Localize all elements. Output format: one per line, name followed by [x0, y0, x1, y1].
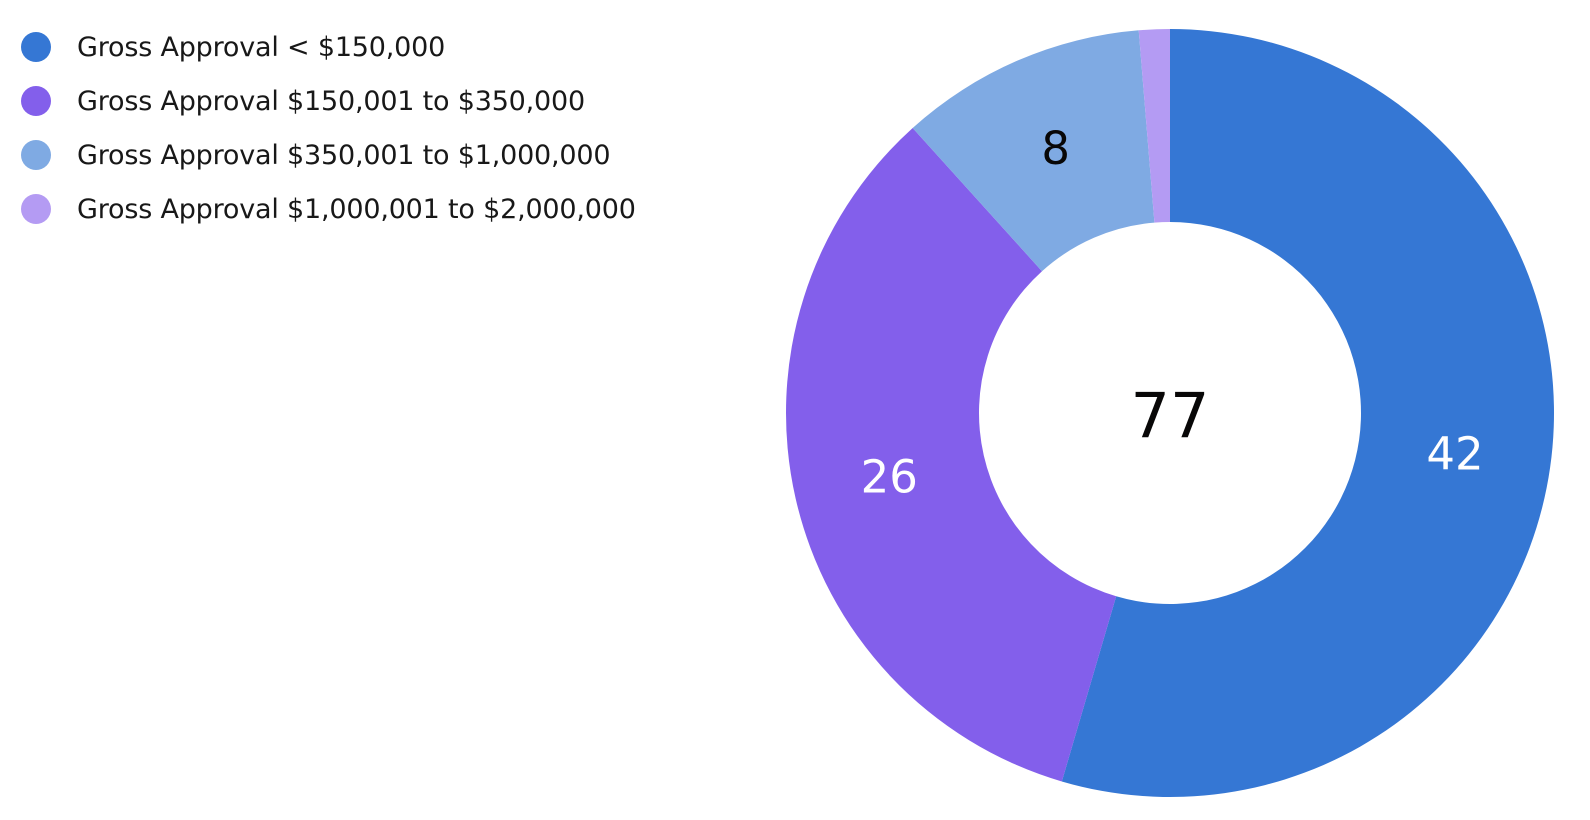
legend-item[interactable]: Gross Approval < $150,000 [21, 20, 636, 74]
legend-label: Gross Approval $350,001 to $1,000,000 [77, 139, 611, 171]
donut-slice-label: 8 [1041, 122, 1070, 175]
chart-legend: Gross Approval < $150,000 Gross Approval… [21, 20, 636, 236]
donut-slice-labels: 42 26 8 [861, 122, 1484, 503]
donut-slices [786, 29, 1554, 798]
donut-slice[interactable] [1061, 29, 1554, 798]
legend-swatch [21, 32, 51, 62]
legend-swatch [21, 86, 51, 116]
donut-slice[interactable] [786, 127, 1117, 782]
legend-item[interactable]: Gross Approval $350,001 to $1,000,000 [21, 128, 636, 182]
legend-item[interactable]: Gross Approval $1,000,001 to $2,000,000 [21, 182, 636, 236]
legend-label: Gross Approval $1,000,001 to $2,000,000 [77, 193, 636, 225]
donut-slice-label: 26 [861, 451, 918, 504]
legend-label: Gross Approval $150,001 to $350,000 [77, 85, 585, 117]
donut-slice[interactable] [1138, 29, 1170, 223]
legend-swatch [21, 140, 51, 170]
donut-slice-label: 42 [1426, 427, 1483, 480]
legend-swatch [21, 194, 51, 224]
donut-center-total: 77 [1131, 380, 1210, 453]
donut-slice[interactable] [912, 30, 1155, 272]
legend-item[interactable]: Gross Approval $150,001 to $350,000 [21, 74, 636, 128]
legend-label: Gross Approval < $150,000 [77, 31, 446, 63]
